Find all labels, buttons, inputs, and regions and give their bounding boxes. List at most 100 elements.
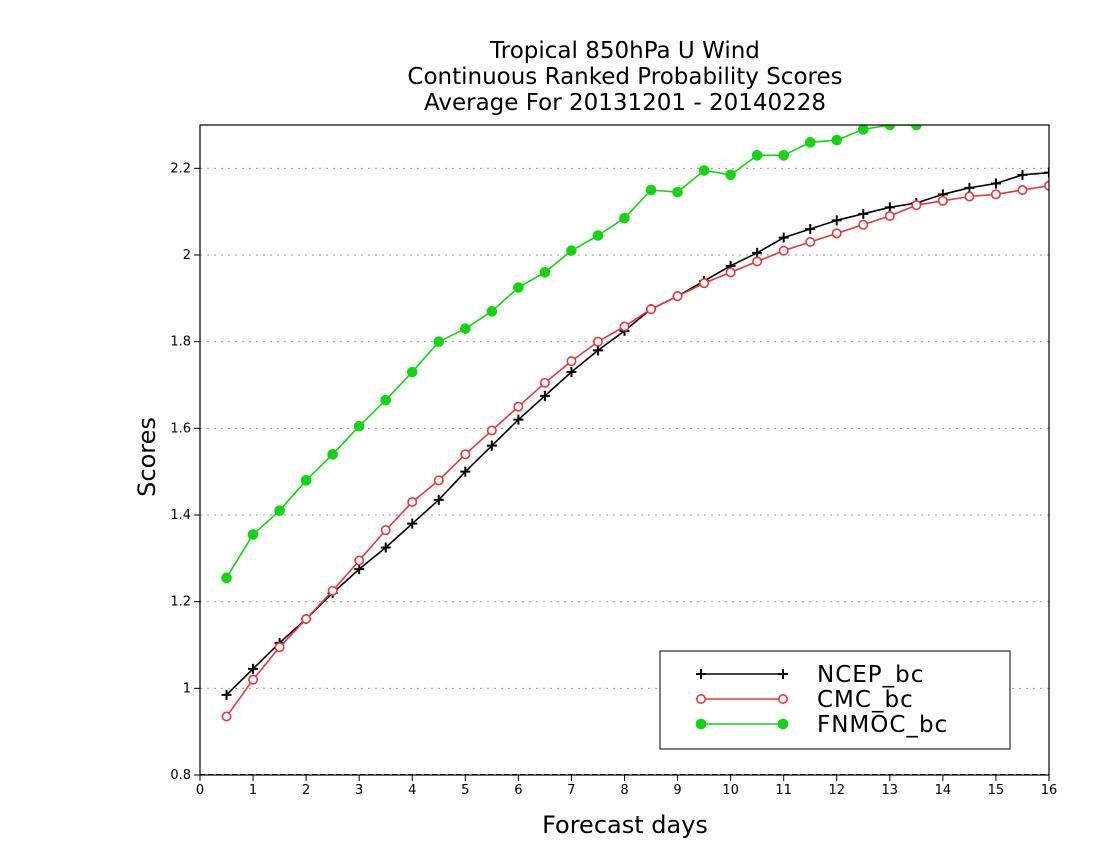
data-point-cmc-bc bbox=[937, 195, 948, 206]
legend-marker-cmc-bc bbox=[777, 693, 788, 704]
legend-marker-ncep-bc bbox=[696, 669, 706, 679]
data-point-cmc-bc bbox=[566, 356, 577, 367]
data-point-cmc-bc bbox=[619, 321, 630, 332]
x-tick-label: 12 bbox=[828, 783, 845, 798]
data-point-cmc-bc bbox=[911, 200, 922, 211]
x-tick-label: 6 bbox=[514, 783, 522, 798]
data-point-ncep-bc bbox=[433, 494, 444, 505]
data-point-cmc-bc bbox=[539, 377, 550, 388]
data-point-fnmoc-bc bbox=[460, 323, 471, 334]
x-tick-label: 9 bbox=[673, 783, 681, 798]
data-point-ncep-bc bbox=[221, 689, 232, 700]
data-point-fnmoc-bc bbox=[857, 125, 869, 135]
data-point-fnmoc-bc bbox=[513, 282, 524, 293]
data-point-fnmoc-bc bbox=[300, 475, 312, 486]
data-point-cmc-bc bbox=[592, 336, 603, 347]
series-line-ncep-bc bbox=[225, 171, 1049, 696]
data-point-fnmoc-bc bbox=[672, 186, 683, 198]
data-point-ncep-bc bbox=[858, 208, 869, 219]
data-point-cmc-bc bbox=[672, 291, 683, 302]
legend-label-cmc-bc: CMC_bc bbox=[817, 687, 914, 713]
y-tick-label: 1.8 bbox=[170, 335, 191, 350]
data-point-cmc-bc bbox=[407, 496, 418, 507]
legend-label-fnmoc-bc: FNMOC_bc bbox=[817, 712, 948, 738]
data-point-fnmoc-bc bbox=[592, 230, 604, 241]
data-point-ncep-bc bbox=[805, 224, 816, 234]
data-point-fnmoc-bc bbox=[486, 306, 498, 317]
data-point-cmc-bc bbox=[221, 711, 232, 722]
chart-title-line-3: Average For 20131201 - 20140228 bbox=[424, 90, 826, 116]
chart-title: Tropical 850hPa U Wind Continuous Ranked… bbox=[407, 38, 842, 116]
data-point-fnmoc-bc bbox=[274, 505, 285, 516]
x-tick-label: 2 bbox=[302, 783, 310, 798]
data-point-ncep-bc bbox=[778, 232, 789, 243]
series-line-fnmoc-bc bbox=[225, 125, 917, 579]
data-point-fnmoc-bc bbox=[778, 150, 789, 161]
data-point-cmc-bc bbox=[699, 278, 710, 289]
legend-marker-cmc-bc bbox=[695, 693, 706, 704]
data-point-cmc-bc bbox=[513, 401, 524, 412]
data-point-cmc-bc bbox=[725, 267, 736, 278]
y-tick-label: 1 bbox=[183, 681, 191, 696]
data-point-fnmoc-bc bbox=[698, 165, 710, 176]
data-point-cmc-bc bbox=[884, 211, 895, 222]
x-tick-label: 8 bbox=[620, 783, 628, 798]
data-point-ncep-bc bbox=[248, 663, 259, 674]
data-point-cmc-bc bbox=[380, 525, 391, 536]
x-tick-label: 14 bbox=[935, 783, 952, 798]
y-tick-label: 1.4 bbox=[170, 508, 191, 523]
data-point-fnmoc-bc bbox=[911, 125, 922, 131]
data-point-fnmoc-bc bbox=[539, 267, 551, 278]
data-point-cmc-bc bbox=[831, 228, 842, 239]
data-point-ncep-bc bbox=[407, 518, 418, 529]
data-point-cmc-bc bbox=[274, 642, 285, 653]
data-point-cmc-bc bbox=[248, 674, 259, 685]
legend-label-ncep-bc: NCEP_bc bbox=[817, 662, 924, 688]
data-point-cmc-bc bbox=[752, 256, 763, 267]
data-point-ncep-bc bbox=[354, 564, 365, 575]
x-tick-label: 7 bbox=[567, 783, 575, 798]
data-point-cmc-bc bbox=[858, 219, 869, 230]
data-point-fnmoc-bc bbox=[247, 529, 259, 540]
data-point-ncep-bc bbox=[380, 542, 391, 553]
data-point-cmc-bc bbox=[301, 613, 312, 624]
data-point-cmc-bc bbox=[778, 245, 789, 256]
x-tick-label: 5 bbox=[461, 783, 469, 798]
y-tick-label: 1.6 bbox=[170, 421, 191, 436]
data-point-ncep-bc bbox=[964, 182, 975, 193]
data-point-fnmoc-bc bbox=[380, 394, 392, 406]
chart-title-line-2: Continuous Ranked Probability Scores bbox=[407, 64, 842, 90]
data-point-fnmoc-bc bbox=[433, 336, 445, 347]
data-point-fnmoc-bc bbox=[327, 449, 338, 460]
data-point-cmc-bc bbox=[1017, 185, 1028, 196]
data-point-fnmoc-bc bbox=[831, 134, 843, 146]
x-tick-label: 0 bbox=[196, 783, 204, 798]
x-tick-label: 15 bbox=[988, 783, 1005, 798]
data-point-ncep-bc bbox=[752, 247, 763, 258]
data-point-cmc-bc bbox=[990, 189, 1001, 200]
data-point-cmc-bc bbox=[460, 449, 471, 460]
legend-marker-fnmoc-bc bbox=[777, 718, 789, 730]
data-point-fnmoc-bc bbox=[751, 150, 763, 161]
data-point-cmc-bc bbox=[805, 237, 816, 248]
data-point-ncep-bc bbox=[539, 390, 550, 401]
data-point-cmc-bc bbox=[646, 304, 657, 315]
y-tick-label: 2.2 bbox=[170, 161, 191, 176]
data-point-ncep-bc bbox=[831, 215, 842, 226]
x-axis-title: Forecast days bbox=[542, 811, 708, 839]
data-point-fnmoc-bc bbox=[725, 169, 736, 181]
data-point-cmc-bc bbox=[486, 425, 497, 436]
x-tick-label: 4 bbox=[408, 783, 416, 798]
x-tick-label: 16 bbox=[1041, 783, 1058, 798]
data-point-ncep-bc bbox=[1017, 169, 1028, 180]
x-tick-label: 10 bbox=[722, 783, 739, 798]
data-point-ncep-bc bbox=[513, 414, 524, 425]
data-point-ncep-bc bbox=[1044, 167, 1049, 178]
y-tick-label: 1.2 bbox=[170, 595, 191, 610]
data-point-fnmoc-bc bbox=[566, 245, 577, 256]
data-point-fnmoc-bc bbox=[353, 420, 365, 432]
x-tick-label: 1 bbox=[249, 783, 257, 798]
axis-ticks: 0.811.21.41.61.822.20 1 2 3 4 5 6 7 8 9 10 11 12 13 14… bbox=[170, 161, 1057, 798]
